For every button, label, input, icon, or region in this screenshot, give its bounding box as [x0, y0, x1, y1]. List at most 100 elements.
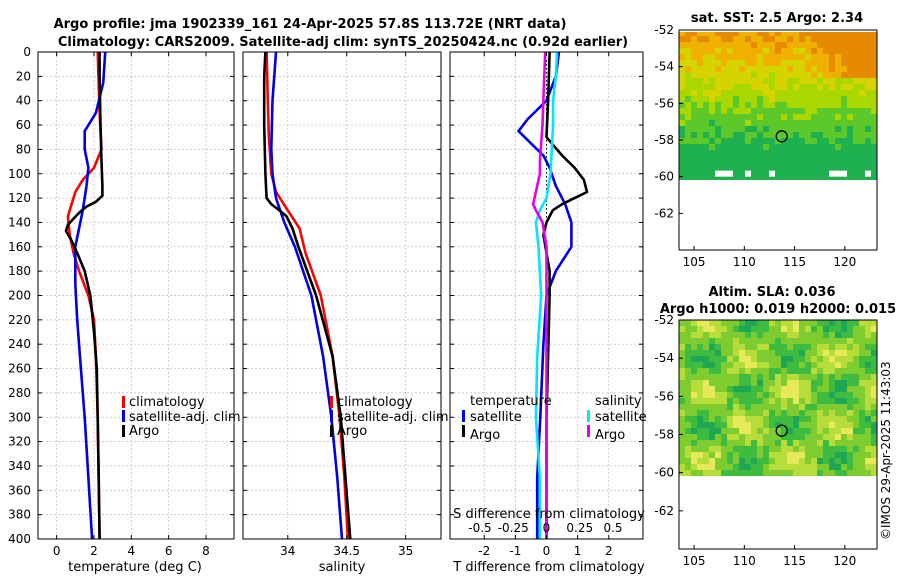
sst-cell — [817, 36, 823, 42]
sla-cell — [727, 368, 733, 374]
sst-cell — [811, 66, 817, 72]
sla-cell — [757, 362, 763, 368]
sla-cell — [697, 374, 703, 380]
sst-cell — [835, 54, 841, 60]
sla-cell — [721, 470, 727, 476]
sla-cell — [799, 392, 805, 398]
sla-cell — [703, 404, 709, 410]
sst-cell — [697, 120, 703, 126]
sla-cell — [709, 452, 715, 458]
map-frame — [678, 29, 878, 251]
sla-cell — [793, 338, 799, 344]
sst-cell — [751, 90, 757, 96]
sst-cell — [781, 156, 787, 162]
sla-cell — [757, 428, 763, 434]
sla-cell — [763, 470, 769, 476]
sla-cell — [751, 380, 757, 386]
sst-cell — [799, 126, 805, 132]
sla-cell — [721, 338, 727, 344]
sst-cell — [817, 150, 823, 156]
sst-cell — [823, 102, 829, 108]
sst-heatmap — [679, 32, 877, 180]
sla-cell — [823, 350, 829, 356]
sla-cell — [733, 350, 739, 356]
sla-cell — [847, 374, 853, 380]
sla-cell — [871, 338, 877, 344]
sla-cell — [781, 368, 787, 374]
sla-cell — [835, 356, 841, 362]
sla-cell — [703, 446, 709, 452]
sla-cell — [787, 386, 793, 392]
sla-cell — [691, 350, 697, 356]
sst-cell — [721, 66, 727, 72]
sla-cell — [829, 368, 835, 374]
sst-cell — [691, 32, 697, 36]
sst-cell — [829, 60, 835, 66]
sst-cell — [715, 162, 721, 168]
sla-cell — [703, 410, 709, 416]
sst-cell — [871, 32, 877, 36]
sla-cell — [787, 434, 793, 440]
sla-cell — [871, 350, 877, 356]
sla-cell — [871, 332, 877, 338]
sla-cell — [733, 422, 739, 428]
top-tick-label: -0.5 — [468, 521, 491, 535]
sst-cell — [685, 42, 691, 48]
sst-cell — [793, 156, 799, 162]
sst-cell — [823, 156, 829, 162]
lat-tick-label: -58 — [654, 428, 674, 442]
sla-cell — [739, 452, 745, 458]
sla-cell — [781, 362, 787, 368]
sla-cell — [697, 446, 703, 452]
sla-cell — [733, 464, 739, 470]
sla-cell — [757, 386, 763, 392]
sla-cell — [763, 398, 769, 404]
x-tick-label: 8 — [202, 544, 210, 558]
sst-cell — [859, 108, 865, 114]
sla-cell — [739, 434, 745, 440]
sla-cell — [787, 356, 793, 362]
sst-cell — [721, 102, 727, 108]
sst-cell — [709, 132, 715, 138]
sst-cell — [769, 54, 775, 60]
sst-cell — [811, 84, 817, 90]
sst-cell — [871, 120, 877, 126]
sst-ice-cell — [715, 170, 721, 177]
sla-cell — [793, 410, 799, 416]
sla-cell — [709, 320, 715, 326]
sla-cell — [841, 446, 847, 452]
sla-cell — [703, 344, 709, 350]
sla-cell — [835, 410, 841, 416]
sst-cell — [829, 150, 835, 156]
sla-cell — [751, 332, 757, 338]
sst-cell — [721, 90, 727, 96]
sla-cell — [817, 464, 823, 470]
sst-cell — [817, 156, 823, 162]
sla-cell — [679, 410, 685, 416]
sla-cell — [847, 416, 853, 422]
sst-cell — [823, 60, 829, 66]
sst-cell — [769, 90, 775, 96]
sst-cell — [853, 126, 859, 132]
sla-cell — [829, 470, 835, 476]
sst-cell — [823, 174, 829, 180]
sla-cell — [727, 404, 733, 410]
sla-cell — [829, 356, 835, 362]
sla-cell — [787, 398, 793, 404]
sst-cell — [685, 78, 691, 84]
sla-cell — [679, 320, 685, 326]
sst-cell — [679, 48, 685, 54]
sst-cell — [715, 90, 721, 96]
difference-legend: temperature satellite Argo salinity sate… — [462, 394, 647, 443]
sla-cell — [775, 464, 781, 470]
sla-cell — [853, 344, 859, 350]
sst-cell — [817, 144, 823, 150]
sst-cell — [781, 168, 787, 174]
depth-tick-label: 380 — [8, 508, 31, 522]
sst-cell — [769, 42, 775, 48]
sst-cell — [817, 132, 823, 138]
sla-cell — [793, 434, 799, 440]
sla-cell — [721, 452, 727, 458]
sst-cell — [841, 162, 847, 168]
sla-cell — [721, 422, 727, 428]
